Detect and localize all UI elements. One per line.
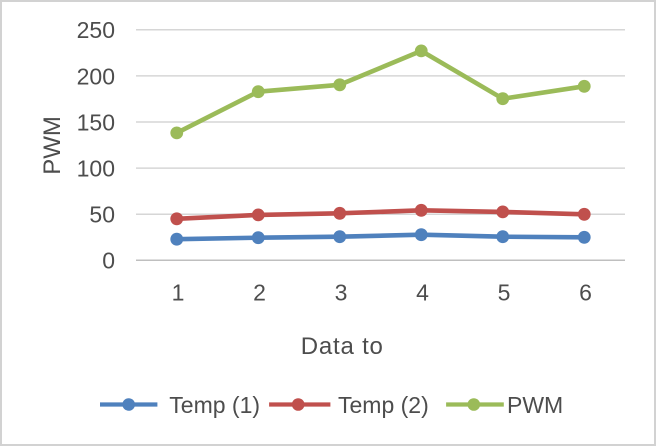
svg-text:1: 1 bbox=[172, 280, 185, 306]
svg-text:Temp (2): Temp (2) bbox=[338, 392, 429, 418]
svg-text:6: 6 bbox=[579, 280, 592, 306]
svg-text:5: 5 bbox=[498, 280, 511, 306]
svg-text:PWM: PWM bbox=[507, 392, 563, 418]
svg-text:PWM: PWM bbox=[39, 116, 66, 175]
svg-text:4: 4 bbox=[416, 280, 429, 306]
svg-text:0: 0 bbox=[102, 248, 115, 274]
svg-text:Data to: Data to bbox=[301, 333, 384, 360]
svg-text:2: 2 bbox=[253, 280, 266, 306]
svg-text:3: 3 bbox=[335, 280, 348, 306]
svg-text:Temp (1): Temp (1) bbox=[169, 392, 260, 418]
svg-text:150: 150 bbox=[77, 109, 115, 135]
svg-text:200: 200 bbox=[77, 63, 115, 89]
svg-text:100: 100 bbox=[77, 156, 115, 182]
svg-text:50: 50 bbox=[89, 202, 115, 228]
svg-text:250: 250 bbox=[77, 17, 115, 43]
